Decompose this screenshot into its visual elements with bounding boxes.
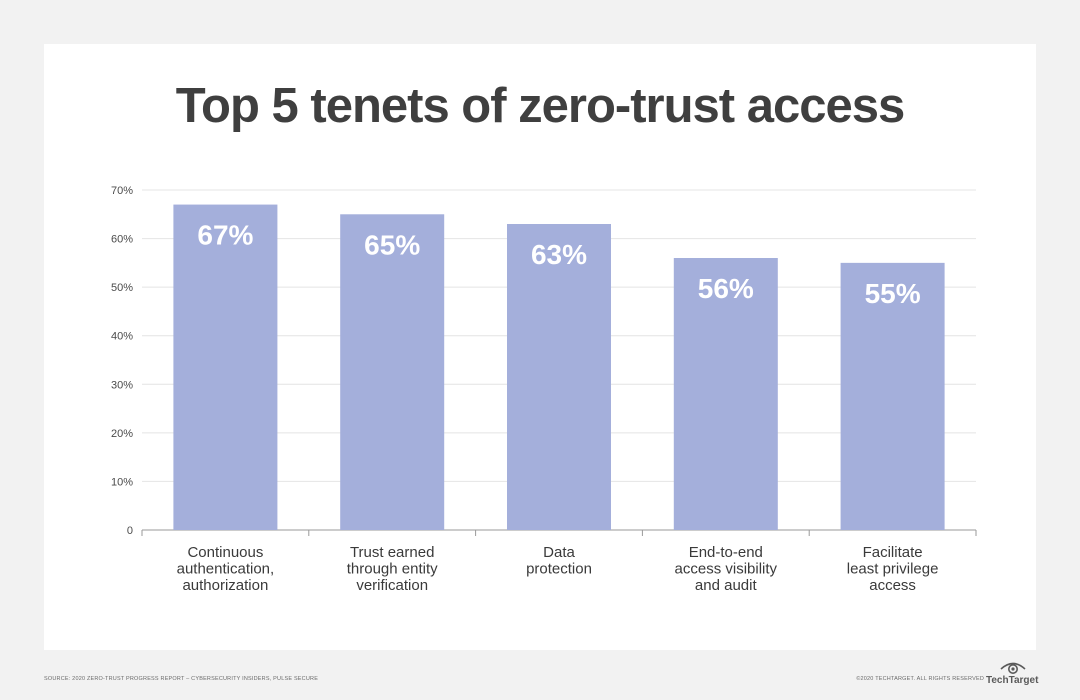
category-label-line: through entity [347,561,438,578]
category-label-line: Trust earned [350,544,435,561]
bar [840,262,945,530]
category-label-line: Facilitate [863,544,923,561]
y-tick-label: 0 [127,525,133,537]
bar [340,214,445,531]
category-label-line: access [869,577,916,594]
source-note: SOURCE: 2020 ZERO-TRUST PROGRESS REPORT … [44,676,319,682]
category-label: Facilitate least privilege access [847,544,939,594]
category-label-line: End-to-end [689,544,763,561]
y-tick-label: 40% [111,331,133,343]
category-label: Data protection [526,544,592,578]
eye-logo-icon [1000,662,1026,674]
category-label: Continuous authentication, authorization [177,544,275,594]
category-label-line: verification [356,577,428,594]
category-label-line: Continuous [187,544,263,561]
category-label-line: least privilege [847,561,939,578]
data-label: 56% [698,273,754,304]
data-label: 67% [197,220,253,251]
labels-layer: 67% Continuous authentication, authorizatio… [177,220,939,594]
bar [173,204,278,531]
techtarget-logo: TechTarget [986,660,1038,690]
copyright-note: ©2020 TECHTARGET. ALL RIGHTS RESERVED [856,676,984,682]
data-label: 63% [531,239,587,270]
chart-title: Top 5 tenets of zero-trust access [175,79,906,133]
y-tick-label: 20% [111,428,133,440]
category-label-line: authentication, [177,561,275,578]
category-label-line: protection [526,561,592,578]
category-label-line: and audit [695,577,758,594]
data-label: 55% [865,278,921,309]
bars-layer [173,204,945,531]
category-label: Trust earned through entity verification [347,544,438,594]
category-label-line: Data [543,544,575,561]
y-tick-label: 50% [111,282,133,294]
brand-name: TechTarget [986,675,1039,686]
y-tick-label: 60% [111,234,133,246]
bar [507,224,611,530]
category-label-line: access visibility [675,561,778,578]
y-tick-label: 70% [111,185,133,197]
data-label: 65% [364,229,420,260]
category-label-line: authorization [182,577,268,594]
y-tick-label: 30% [111,379,133,391]
bar [673,258,778,530]
category-label: End-to-end access visibility and audit [675,544,778,594]
y-tick-label: 10% [111,476,133,488]
